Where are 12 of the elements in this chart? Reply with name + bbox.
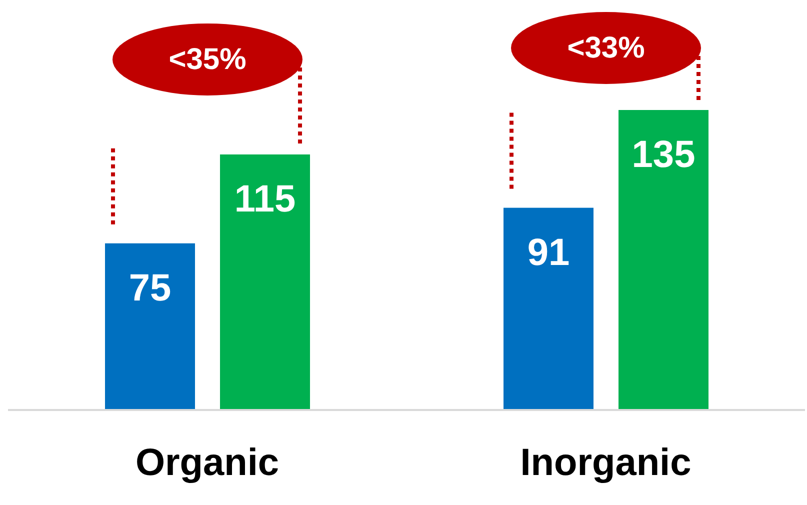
data-label: 115 xyxy=(234,178,296,220)
bar xyxy=(504,208,594,410)
bar xyxy=(618,110,708,410)
x-tick-label: Organic xyxy=(135,442,280,484)
bar xyxy=(220,154,310,410)
callout-bubble: <33% xyxy=(511,12,701,84)
bar xyxy=(105,243,195,410)
data-label: 135 xyxy=(632,134,696,176)
callout-bubble: <35% xyxy=(112,23,302,96)
data-label: 75 xyxy=(128,267,172,310)
x-tick-label: Inorganic xyxy=(520,442,692,484)
data-label: 91 xyxy=(527,232,570,274)
